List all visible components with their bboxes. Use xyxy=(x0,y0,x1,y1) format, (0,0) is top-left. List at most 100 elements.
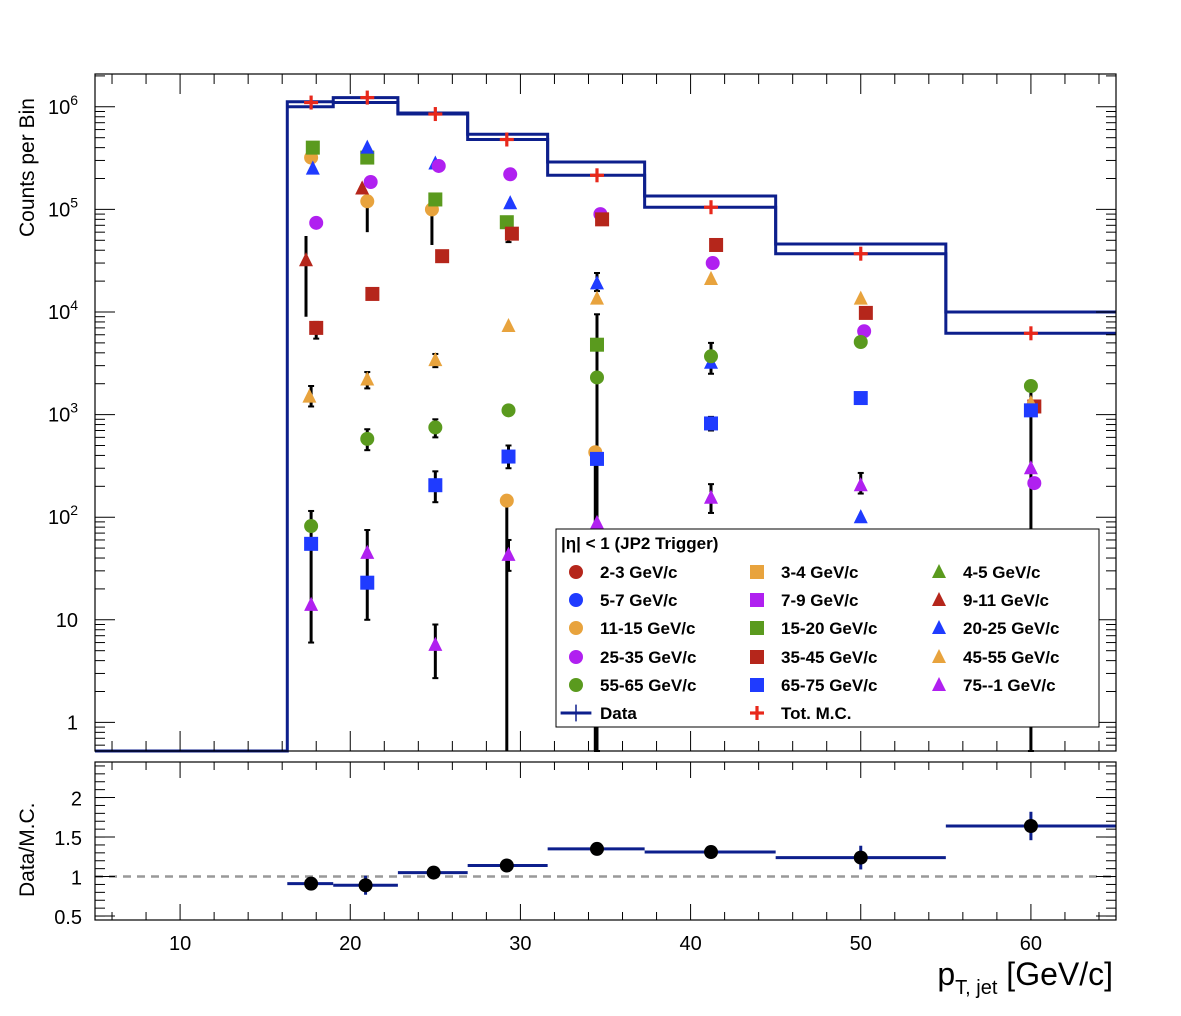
ratio-marker-5 xyxy=(704,845,719,860)
x-tick-label-3: 40 xyxy=(679,933,701,955)
ratio-point-0 xyxy=(287,876,334,891)
legend-label-0: 2-3 GeV/c xyxy=(600,563,678,582)
top-y-tick-label-1: 10 xyxy=(56,610,78,632)
legend-label-11: 45-55 GeV/c xyxy=(963,648,1059,667)
series-5-point-0 xyxy=(309,215,324,230)
series-9-point-5 xyxy=(704,416,719,431)
series-6-point-0 xyxy=(309,320,324,335)
legend-marker-9 xyxy=(569,650,583,664)
legend-entry-15: Data xyxy=(560,704,637,723)
series-8-point-5 xyxy=(704,349,719,364)
bottom-y-tick-label-1: 1 xyxy=(71,868,82,890)
series-9-point-1 xyxy=(360,575,375,590)
bottom-y-tick-label-2: 1.5 xyxy=(54,828,82,850)
series-0-point-2 xyxy=(428,107,443,122)
legend-marker-7 xyxy=(750,621,764,635)
top-y-tick-label-base-4: 10 xyxy=(48,302,70,324)
series-9-point-3 xyxy=(501,449,516,464)
series-1-point-3 xyxy=(499,493,514,508)
series-10-point-0 xyxy=(304,596,319,611)
legend-marker-16 xyxy=(750,706,764,720)
series-2-point-4 xyxy=(589,337,604,352)
ratio-marker-0 xyxy=(304,876,319,891)
legend-label-2: 4-5 GeV/c xyxy=(963,563,1041,582)
legend: |η| < 1 (JP2 Trigger) 2-3 GeV/c 3-4 GeV/c… xyxy=(555,528,1100,728)
legend-marker-5 xyxy=(932,591,946,607)
series-5-point-3 xyxy=(503,167,518,182)
top-y-tick-label-4: 104 xyxy=(48,297,78,324)
series-8-point-1 xyxy=(360,431,375,446)
series-2-point-2 xyxy=(428,192,443,207)
ratio-marker-1 xyxy=(358,878,373,893)
bottom-y-tick-label-0: 0.5 xyxy=(54,907,82,929)
legend-label-1: 3-4 GeV/c xyxy=(781,563,859,582)
legend-label-7: 15-20 GeV/c xyxy=(781,619,877,638)
legend-entry-14: 75--1 GeV/c xyxy=(932,676,1056,695)
top-y-tick-label-2: 102 xyxy=(48,502,78,529)
top-y-tick-label-5: 105 xyxy=(48,194,78,221)
bottom-y-tick-label-3: 2 xyxy=(71,789,82,811)
series-8-point-0 xyxy=(304,519,319,534)
series-0-point-7 xyxy=(1023,326,1038,341)
top-y-tick-label-base-2: 10 xyxy=(48,507,70,529)
legend-marker-6 xyxy=(569,621,583,635)
series-9-point-6 xyxy=(853,391,868,406)
series-8-point-2 xyxy=(428,420,443,435)
series-6-point-6 xyxy=(858,305,873,320)
top-y-tick-label-base-1: 10 xyxy=(56,610,78,632)
series-7-point-5 xyxy=(704,270,719,285)
x-axis-title-main: p xyxy=(937,956,955,992)
legend-label-9: 25-35 GeV/c xyxy=(600,648,696,667)
ratio-point-7 xyxy=(945,811,1116,841)
series-5-point-7 xyxy=(1027,476,1042,491)
legend-label-14: 75--1 GeV/c xyxy=(963,676,1056,695)
series-5-point-5 xyxy=(705,256,720,271)
legend-title: |η| < 1 (JP2 Trigger) xyxy=(561,534,718,553)
ratio-point-6 xyxy=(775,845,946,870)
legend-entry-2: 4-5 GeV/c xyxy=(932,563,1041,582)
series-10-point-1 xyxy=(360,544,375,559)
series-0-point-5 xyxy=(704,200,719,215)
series-6-point-3 xyxy=(504,226,519,241)
x-tick-label-5: 60 xyxy=(1020,933,1042,955)
series-2-point-0 xyxy=(305,140,320,155)
legend-marker-2 xyxy=(932,563,946,579)
legend-marker-4 xyxy=(750,593,764,607)
ratio-point-2 xyxy=(397,865,468,880)
legend-entry-0: 2-3 GeV/c xyxy=(569,563,678,582)
data-histogram xyxy=(287,101,1116,314)
series-9-point-2 xyxy=(428,478,443,493)
legend-entry-12: 55-65 GeV/c xyxy=(569,676,696,695)
ratio-marker-2 xyxy=(426,865,441,880)
series-4-point-1 xyxy=(355,180,370,195)
top-y-tick-label-0: 1 xyxy=(67,712,78,734)
series-10-point-2 xyxy=(428,636,443,651)
legend-entry-10: 35-45 GeV/c xyxy=(750,648,877,667)
series-0-point-6 xyxy=(853,246,868,261)
legend-label-5: 9-11 GeV/c xyxy=(963,591,1049,610)
ratio-point-4 xyxy=(547,841,645,856)
legend-entry-5: 9-11 GeV/c xyxy=(932,591,1049,610)
series-1-point-1 xyxy=(360,194,375,209)
series-2-point-3 xyxy=(499,215,514,230)
top-y-tick-label-base-5: 10 xyxy=(48,199,70,221)
legend-entry-7: 15-20 GeV/c xyxy=(750,619,877,638)
ratio-point-5 xyxy=(644,845,776,860)
legend-entry-4: 7-9 GeV/c xyxy=(750,591,859,610)
top-y-tick-label-base-0: 1 xyxy=(67,712,78,734)
legend-entry-3: 5-7 GeV/c xyxy=(569,591,678,610)
series-0-point-0 xyxy=(304,95,319,110)
legend-label-6: 11-15 GeV/c xyxy=(600,619,695,638)
legend-entry-1: 3-4 GeV/c xyxy=(750,563,859,582)
series-10-point-4 xyxy=(589,514,604,529)
legend-marker-8 xyxy=(932,619,946,635)
series-5-point-1 xyxy=(363,174,378,189)
series-7-point-2 xyxy=(428,352,443,367)
error-bar-6 xyxy=(432,623,439,680)
series-3-point-6 xyxy=(853,509,868,524)
series-5-point-2 xyxy=(431,158,446,173)
top-frame xyxy=(94,73,1117,752)
